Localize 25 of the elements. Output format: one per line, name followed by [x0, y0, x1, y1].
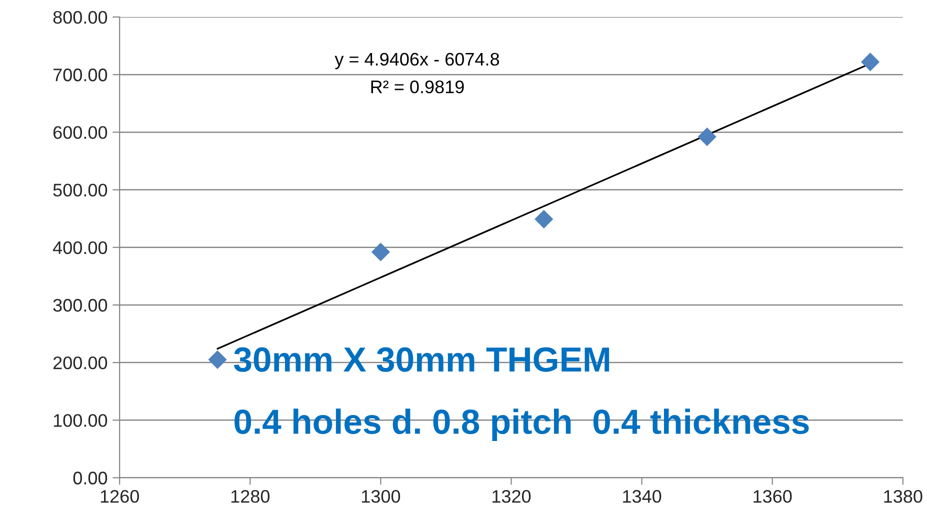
point — [860, 52, 880, 72]
x-tick-label: 1260 — [100, 490, 139, 503]
x-tick-label: 1280 — [231, 490, 270, 503]
x-tick-label: 1300 — [362, 490, 400, 503]
y-tick-label: 0.00 — [73, 472, 108, 484]
x-tick-label: 1380 — [884, 490, 922, 503]
annotation: R² = 0.9819 — [371, 80, 464, 94]
y-tick-label: 700.00 — [53, 68, 108, 82]
y-tick-label: 800.00 — [53, 10, 108, 24]
x-tick-label: 1360 — [754, 490, 792, 503]
y-tick-label: 600.00 — [53, 126, 108, 139]
point — [371, 242, 390, 262]
x-tick-label: 1320 — [492, 490, 531, 503]
y-tick-label: 500.00 — [53, 184, 108, 197]
point — [208, 350, 227, 369]
annotation: 0.4 holes d. 0.8 pitch 0.4 thickness — [234, 408, 809, 441]
x-tick-label: 1340 — [623, 490, 662, 503]
y-tick-label: 300.00 — [53, 298, 108, 312]
annotation: 30mm X 30mm THGEM — [234, 347, 610, 372]
y-tick-label: 200.00 — [53, 356, 108, 370]
y-tick-label: 100.00 — [54, 414, 108, 427]
annotation: y = 4.9406x - 6074.8 — [334, 52, 500, 70]
point — [534, 210, 554, 228]
point — [698, 127, 716, 146]
y-tick-label: 400.00 — [52, 241, 108, 254]
